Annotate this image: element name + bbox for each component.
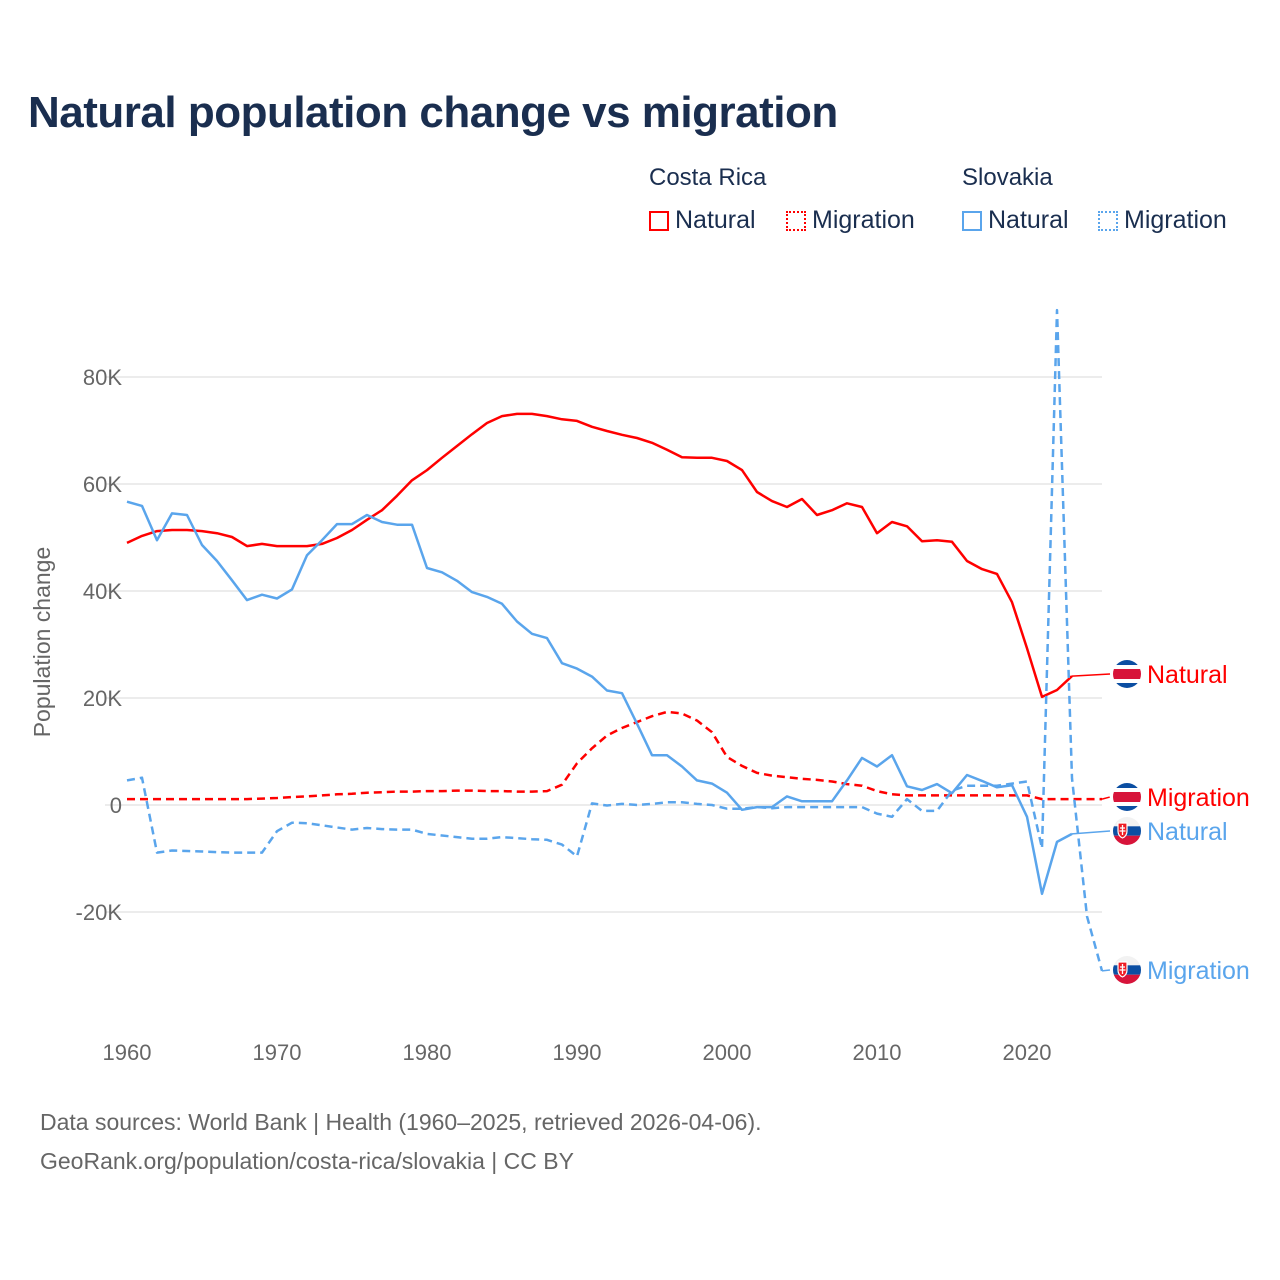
y-tick-label: 20K [83,686,122,711]
legend-swatch-dotted-blue [1098,210,1118,231]
x-tick-label: 2000 [703,1040,752,1065]
y-tick-label: 80K [83,365,122,390]
legend-label: Migration [812,206,915,234]
label-connector [1071,830,1111,835]
series-end-label: Migration [1147,784,1250,812]
x-tick-label: 1960 [103,1040,152,1065]
series-line-costa-rica-natural [126,412,1073,699]
legend-cr-migration[interactable]: Migration [786,206,915,235]
legend-cr-natural[interactable]: Natural [649,206,756,235]
footer-sources: Data sources: World Bank | Health (1960–… [40,1109,762,1135]
x-tick-label: 2010 [853,1040,902,1065]
slovakia-flag-icon [1113,817,1141,845]
legend-swatch-dotted-red [786,210,806,231]
series-line-costa-rica-migration [127,710,1102,801]
slovakia-flag-icon [1113,956,1141,984]
y-axis-label: Population change [29,547,55,738]
series-line-slovakia-natural [126,500,1073,896]
legend-sk-natural[interactable]: Natural [962,206,1069,235]
x-tick-label: 1970 [253,1040,302,1065]
y-tick-label: 60K [83,472,122,497]
legend-label: Natural [988,206,1069,234]
series-line-slovakia-migration [126,308,1104,972]
x-tick-label: 1990 [553,1040,602,1065]
label-connector [1101,796,1111,800]
series-end-label: Migration [1147,957,1250,985]
y-tick-label: 0 [110,793,122,818]
legend-group-costa-rica: Costa Rica [649,164,767,191]
y-tick-label: -20K [76,900,123,925]
label-connector [1101,969,1111,972]
legend-label: Natural [675,206,756,234]
legend-group-slovakia: Slovakia [962,164,1053,191]
y-tick-label: 40K [83,579,122,604]
legend-label: Migration [1124,206,1227,234]
legend-sk-migration[interactable]: Migration [1098,206,1227,235]
series-end-label: Natural [1147,661,1228,689]
x-tick-label: 1980 [403,1040,452,1065]
chart-title: Natural population change vs migration [28,88,838,137]
legend-swatch-solid-red [649,210,669,231]
costa-rica-flag-icon [1113,783,1141,811]
legend-swatch-solid-blue [962,210,982,231]
x-tick-label: 2020 [1003,1040,1052,1065]
series-end-label: Natural [1147,818,1228,846]
footer-credit: GeoRank.org/population/costa-rica/slovak… [40,1148,574,1174]
label-connector [1071,673,1111,677]
costa-rica-flag-icon [1113,660,1141,688]
